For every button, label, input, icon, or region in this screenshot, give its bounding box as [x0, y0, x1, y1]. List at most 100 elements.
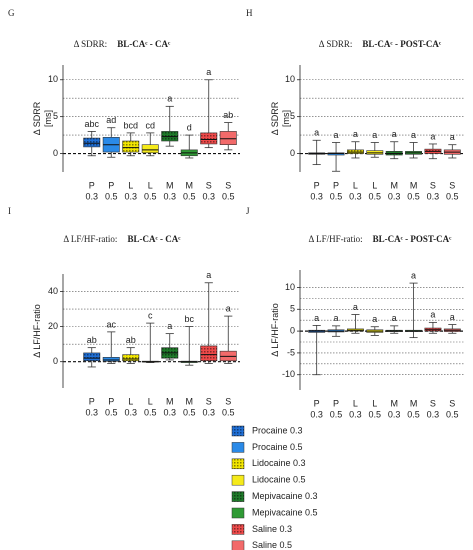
box — [141, 144, 159, 154]
annotation: a — [226, 303, 231, 313]
annotation: bcd — [123, 120, 138, 130]
chart-title: Δ SDRR: BL-CAᶜ - CAᶜ — [74, 39, 171, 49]
y-tick-label: 10 — [285, 282, 295, 292]
x-tick-label: S — [430, 398, 436, 408]
annotation: a — [392, 313, 397, 323]
box-pattern — [83, 352, 100, 361]
x-tick-label: S — [449, 398, 455, 408]
x-tick-sublabel: 0.3 — [349, 409, 362, 419]
y-tick-label: 0 — [290, 148, 295, 158]
annotation: a — [206, 270, 211, 280]
x-tick-sublabel: 0.5 — [183, 191, 196, 201]
box-pattern — [122, 354, 139, 361]
x-tick-sublabel: 0.5 — [105, 407, 118, 417]
legend-label: Saline 0.3 — [252, 524, 292, 534]
title-metric: Δ LF/HF-ratio: — [63, 234, 117, 244]
legend-label: Procaine 0.5 — [252, 442, 303, 452]
x-tick-label: S — [206, 396, 212, 406]
y-axis-label-main: Δ SDRR — [270, 101, 280, 135]
legend-swatch — [231, 442, 245, 453]
legend-swatch-pattern — [232, 426, 244, 436]
y-axis-label: Δ LF/HF-ratio — [32, 304, 42, 358]
annotation: a — [372, 130, 377, 140]
y-tick-label: 10 — [48, 74, 58, 84]
x-tick-label: P — [108, 396, 114, 406]
y-tick-label: 0 — [53, 356, 58, 366]
annotation: d — [187, 122, 192, 132]
annotation: a — [167, 321, 172, 331]
legend-label: Procaine 0.3 — [252, 425, 303, 435]
annotation: cd — [145, 120, 155, 130]
x-tick-sublabel: 0.5 — [446, 191, 459, 201]
x-tick-label: L — [353, 180, 358, 190]
x-tick-label: P — [314, 180, 320, 190]
box — [102, 357, 120, 362]
x-tick-label: M — [390, 398, 398, 408]
legend-swatch-pattern — [232, 524, 244, 535]
y-tick-label: 5 — [290, 304, 295, 314]
x-tick-sublabel: 0.5 — [446, 409, 459, 419]
title-metric: Δ SDRR: — [74, 39, 108, 49]
x-tick-sublabel: 0.3 — [202, 407, 215, 417]
x-tick-sublabel: 0.5 — [105, 191, 118, 201]
x-tick-sublabel: 0.5 — [144, 407, 157, 417]
annotation: bc — [184, 314, 194, 324]
x-tick-label: S — [225, 396, 231, 406]
annotation: a — [430, 131, 435, 141]
y-axis-label-main: Δ LF/HF-ratio — [270, 303, 280, 357]
annotation: ac — [106, 319, 116, 329]
panel-letter: J — [246, 206, 250, 216]
x-tick-sublabel: 0.5 — [407, 191, 420, 201]
y-axis-label: Δ SDRR[ms] — [32, 101, 53, 135]
annotation: a — [411, 130, 416, 140]
panel-letter: G — [8, 8, 15, 18]
panel-letter: H — [246, 8, 253, 18]
x-tick-label: P — [108, 180, 114, 190]
y-tick-label: -10 — [282, 369, 295, 379]
x-tick-label: L — [128, 180, 133, 190]
x-tick-sublabel: 0.5 — [369, 191, 382, 201]
annotation: a — [334, 313, 339, 323]
legend-swatch — [231, 474, 245, 486]
annotation: ad — [106, 115, 116, 125]
legend-label: Lidocaine 0.3 — [252, 458, 306, 468]
annotation: c — [148, 310, 153, 320]
y-tick-label: 20 — [48, 321, 58, 331]
x-tick-label: P — [333, 398, 339, 408]
x-tick-label: L — [148, 396, 153, 406]
x-tick-sublabel: 0.5 — [369, 409, 382, 419]
legend-label: Saline 0.5 — [252, 540, 292, 550]
annotation: a — [353, 129, 358, 139]
x-tick-label: M — [410, 180, 418, 190]
annotation: a — [353, 302, 358, 312]
x-tick-label: P — [333, 180, 339, 190]
x-tick-sublabel: 0.3 — [202, 191, 215, 201]
title-metric: Δ SDRR: — [319, 39, 353, 49]
x-tick-label: L — [148, 180, 153, 190]
annotation: ab — [126, 335, 136, 345]
x-tick-label: P — [89, 180, 95, 190]
x-tick-sublabel: 0.5 — [144, 191, 157, 201]
legend-label: Mepivacaine 0.5 — [252, 507, 318, 517]
x-tick-label: P — [89, 396, 95, 406]
x-tick-label: S — [449, 180, 455, 190]
x-tick-label: M — [410, 398, 418, 408]
x-tick-label: M — [186, 180, 194, 190]
x-tick-label: L — [372, 398, 377, 408]
panel: H Δ SDRR: BL-CAᶜ - POST-CAᶜ Δ SDRR[ms] 0 5 10 P… — [246, 8, 464, 201]
annotation: a — [450, 132, 455, 142]
x-tick-sublabel: 0.3 — [388, 191, 401, 201]
y-axis-label-main: Δ SDRR — [32, 101, 42, 135]
annotation: a — [334, 130, 339, 140]
x-tick-sublabel: 0.3 — [85, 407, 98, 417]
annotation: a — [206, 67, 211, 77]
annotation: a — [314, 128, 319, 138]
box-pattern — [122, 141, 139, 153]
x-tick-sublabel: 0.3 — [163, 191, 176, 201]
x-tick-label: S — [430, 180, 436, 190]
x-tick-label: M — [186, 396, 194, 406]
annotation: a — [167, 94, 172, 104]
